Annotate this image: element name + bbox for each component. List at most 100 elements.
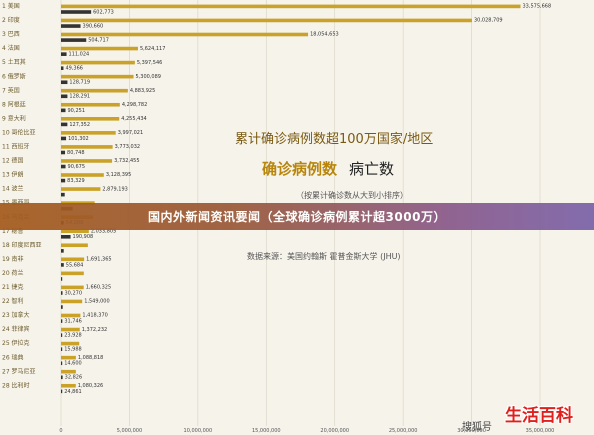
x-tick-label: 35,000,000 [526, 428, 555, 434]
death-bar [61, 249, 64, 253]
country-label: 18 印度尼西亚 [2, 241, 42, 249]
death-bar [61, 136, 67, 141]
country-label: 12 德国 [2, 157, 24, 165]
death-bar [61, 305, 63, 309]
death-value-label: 83,329 [67, 178, 85, 184]
x-axis-ticks: 0 5,000,000 10,000,000 15,000,000 20,000,000… [59, 428, 554, 434]
death-value-label: 31,746 [64, 319, 82, 325]
death-value-label: 127,352 [69, 122, 90, 128]
case-bar [61, 243, 88, 248]
case-value-label: 2,033,805 [91, 228, 116, 234]
death-bar [61, 291, 63, 295]
death-bar [61, 66, 64, 70]
country-label: 9 意大利 [2, 114, 26, 122]
death-value-label: 602,773 [93, 9, 114, 15]
case-value-label: 3,128,395 [106, 172, 131, 178]
death-value-label: 90,251 [68, 108, 86, 114]
headline-text: 国内外新闻资讯要闻（全球确诊病例累计超3000万） [148, 210, 446, 224]
case-value-label: 1,372,232 [82, 327, 107, 333]
case-value-label: 5,624,117 [140, 46, 165, 52]
death-value-label: 111,024 [69, 52, 90, 58]
case-value-label: 4,255,434 [121, 116, 146, 122]
death-bar [61, 178, 66, 183]
case-value-label: 3,732,455 [114, 158, 139, 164]
country-label: 19 南非 [2, 255, 24, 263]
death-value-label: 32,826 [65, 375, 83, 381]
case-bar [61, 187, 101, 191]
headline-banner: 国内外新闻资讯要闻（全球确诊病例累计超3000万） [0, 203, 594, 230]
case-value-label: 30,028,709 [474, 18, 503, 24]
case-bar [61, 4, 521, 9]
death-bar [61, 192, 65, 197]
death-bar [61, 10, 92, 14]
legend-deaths: 病亡数 [349, 160, 395, 178]
brand-watermark: 生活百科 [505, 406, 573, 426]
death-bar [61, 389, 63, 394]
x-tick-label: 10,000,000 [184, 428, 213, 434]
death-bar [61, 108, 66, 113]
case-value-label: 33,575,668 [523, 4, 552, 10]
case-bar [61, 117, 120, 121]
case-bar [61, 159, 113, 163]
case-bar [61, 257, 85, 262]
x-tick-label: 20,000,000 [320, 428, 349, 434]
case-bar [61, 131, 116, 135]
death-value-label: 101,302 [68, 136, 89, 142]
sohu-watermark: 搜狐号 [462, 422, 492, 433]
death-value-label: 128,719 [69, 80, 90, 86]
death-value-label: 49,366 [65, 66, 83, 72]
case-value-label: 1,691,365 [86, 257, 111, 263]
death-value-label: 30,270 [65, 290, 83, 296]
country-label: 22 智利 [2, 297, 24, 305]
case-bar [61, 355, 76, 360]
death-bar [61, 80, 68, 85]
case-bar [61, 74, 134, 79]
case-bar [61, 327, 80, 332]
country-label: 25 伊拉克 [2, 339, 30, 347]
country-label: 21 捷克 [2, 283, 24, 291]
case-bar [61, 341, 80, 346]
country-label: 24 菲律宾 [2, 325, 30, 333]
country-label: 5 土耳其 [2, 58, 26, 66]
country-label: 2 印度 [2, 16, 20, 24]
case-bar [61, 60, 135, 65]
death-bar [61, 122, 68, 127]
data-source: 数据来源：美国约翰斯 霍普金斯大学 (JHU) [247, 252, 401, 261]
death-bar [61, 333, 63, 337]
country-label: 28 比利时 [2, 381, 30, 389]
death-value-label: 504,717 [88, 38, 109, 44]
case-bar [61, 18, 472, 23]
country-label: 17 秘鲁 [2, 227, 24, 235]
death-value-label: 90,675 [68, 164, 86, 170]
case-bar [61, 145, 113, 149]
death-value-label: 128,291 [69, 94, 90, 100]
country-label: 27 罗马尼亚 [2, 367, 36, 375]
death-bar [61, 24, 81, 28]
death-value-label: 55,684 [66, 262, 84, 268]
case-value-label: 1,660,325 [86, 285, 111, 291]
case-value-label: 1,088,818 [78, 355, 103, 361]
case-bar [61, 369, 76, 374]
case-value-label: 4,298,782 [122, 102, 147, 108]
country-label: 3 巴西 [2, 31, 20, 38]
country-label: 11 西班牙 [2, 143, 30, 151]
x-tick-label: 25,000,000 [389, 428, 418, 434]
case-value-label: 3,773,032 [115, 144, 140, 150]
country-label: 26 瑞典 [2, 353, 24, 361]
death-bar [61, 375, 63, 380]
chart-legend: 确诊病例数 病亡数 [262, 158, 462, 179]
death-bar [61, 361, 63, 366]
case-bar [61, 88, 128, 93]
country-label: 4 法国 [2, 44, 20, 52]
chart-title: 累计确诊病例数超100万国家/地区 [235, 132, 434, 147]
death-value-label: 24,861 [64, 389, 82, 395]
case-bar [61, 383, 76, 388]
death-value-label: 390,660 [83, 23, 104, 29]
case-bar [61, 46, 138, 51]
death-bar [61, 235, 71, 239]
country-label: 13 伊朗 [2, 171, 24, 179]
death-bar [61, 38, 87, 42]
case-value-label: 1,418,370 [82, 313, 107, 319]
death-value-label: 14,600 [64, 361, 82, 367]
case-value-label: 3,997,021 [118, 130, 143, 136]
